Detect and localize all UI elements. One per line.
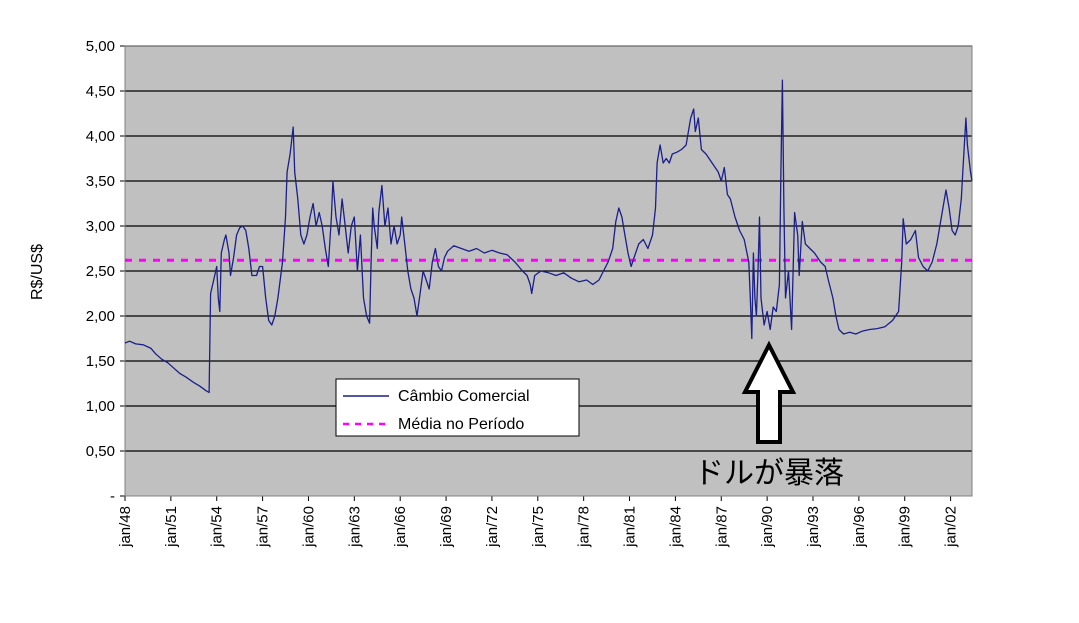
x-tick-label-7: jan/69 xyxy=(438,506,455,548)
x-tick-label-5: jan/63 xyxy=(346,506,363,548)
y-tick-label-9: 4,50 xyxy=(86,83,115,100)
y-tick-label-5: 2,50 xyxy=(86,263,115,280)
x-tick-label-11: jan/81 xyxy=(622,506,639,548)
x-tick-label-12: jan/84 xyxy=(667,506,684,548)
y-tick-label-10: 5,00 xyxy=(86,38,115,55)
x-tick-label-16: jan/96 xyxy=(851,506,868,548)
x-tick-label-10: jan/78 xyxy=(576,506,593,548)
legend-label-cambio: Câmbio Comercial xyxy=(398,388,530,405)
x-tick-label-2: jan/54 xyxy=(209,506,226,548)
x-tick-label-1: jan/51 xyxy=(163,506,180,548)
y-axis-label: R$/US$ xyxy=(29,244,46,300)
y-tick-label-8: 4,00 xyxy=(86,128,115,145)
x-tick-label-9: jan/75 xyxy=(530,506,547,548)
x-tick-label-4: jan/60 xyxy=(300,506,317,548)
x-tick-label-6: jan/66 xyxy=(392,506,409,548)
x-tick-label-18: jan/02 xyxy=(943,506,960,548)
x-tick-label-15: jan/93 xyxy=(805,506,822,548)
y-tick-label-2: 1,00 xyxy=(86,398,115,415)
annotation: ドルが暴落 xyxy=(694,340,844,491)
x-axis-ticks: jan/48 jan/51 jan/54 jan/57 jan/60 jan/63 jan/… xyxy=(117,496,960,548)
legend: Câmbio Comercial Média no Período xyxy=(335,378,580,437)
up-arrow-icon xyxy=(741,340,797,444)
y-axis-ticks: - 0,50 1,00 1,50 2,00 2,50 3,00 3,50 4,00 4,50 5,0… xyxy=(86,38,125,505)
x-tick-label-14: jan/90 xyxy=(759,506,776,548)
y-tick-label-0: - xyxy=(110,488,115,505)
annotation-text: ドルが暴落 xyxy=(694,456,844,491)
x-tick-label-3: jan/57 xyxy=(255,506,272,548)
x-tick-label-13: jan/87 xyxy=(713,506,730,548)
y-tick-label-7: 3,50 xyxy=(86,173,115,190)
plot-border xyxy=(124,45,973,497)
x-tick-label-8: jan/72 xyxy=(484,506,501,548)
y-tick-label-6: 3,00 xyxy=(86,218,115,235)
x-tick-label-17: jan/99 xyxy=(897,506,914,548)
y-tick-label-4: 2,00 xyxy=(86,308,115,325)
x-tick-label-0: jan/48 xyxy=(117,506,134,548)
legend-box xyxy=(335,378,580,437)
series-line-cambio xyxy=(124,79,973,394)
legend-label-media: Média no Período xyxy=(398,416,524,433)
y-tick-label-1: 0,50 xyxy=(86,443,115,460)
y-tick-label-3: 1,50 xyxy=(86,353,115,370)
